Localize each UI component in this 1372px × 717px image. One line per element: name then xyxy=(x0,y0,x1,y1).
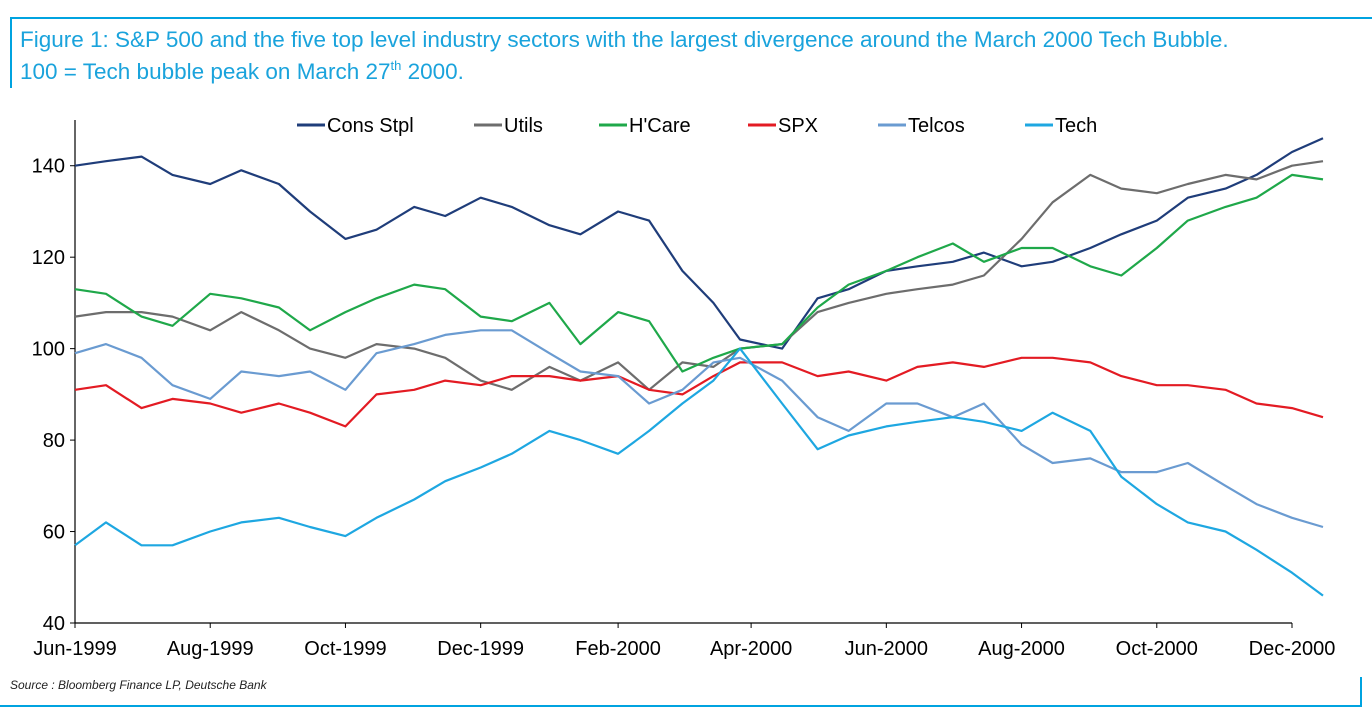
figure-title: Figure 1: S&P 500 and the five top level… xyxy=(20,24,1365,88)
figure-title-line-2: 100 = Tech bubble peak on March 27th 200… xyxy=(20,56,1365,88)
footer-frame-bottom-rule xyxy=(0,705,1362,707)
title-frame-left-rule xyxy=(10,17,12,88)
y-tick-label: 80 xyxy=(43,430,65,452)
footer-frame-right-rule xyxy=(1360,677,1362,707)
legend-label: Telcos xyxy=(908,115,965,137)
y-tick-label: 140 xyxy=(32,156,65,178)
x-tick-label: Dec-1999 xyxy=(437,638,524,660)
figure-title-superscript: th xyxy=(390,58,402,73)
legend-label: Cons Stpl xyxy=(327,115,414,137)
x-tick-label: Aug-2000 xyxy=(978,638,1065,660)
legend-label: SPX xyxy=(778,115,818,137)
series-line-tech xyxy=(74,347,1324,597)
x-tick-label: Oct-1999 xyxy=(304,638,386,660)
title-frame-top-rule xyxy=(10,17,1372,19)
figure-title-line-2-prefix: 100 = Tech bubble peak on March 27 xyxy=(20,59,391,84)
x-tick-label: Apr-2000 xyxy=(710,638,792,660)
legend-label: Tech xyxy=(1055,115,1097,137)
x-tick-label: Feb-2000 xyxy=(575,638,661,660)
x-tick-label: Oct-2000 xyxy=(1116,638,1198,660)
x-tick-label: Jun-2000 xyxy=(845,638,928,660)
chart-series xyxy=(74,137,1324,597)
series-line-cons-stpl xyxy=(74,137,1324,350)
y-tick-label: 60 xyxy=(43,522,65,544)
series-line-telcos xyxy=(74,329,1324,529)
series-line-utils xyxy=(74,160,1324,391)
legend-label: Utils xyxy=(504,115,543,137)
y-tick-label: 100 xyxy=(32,339,65,361)
source-note: Source : Bloomberg Finance LP, Deutsche … xyxy=(10,678,267,692)
chart-legend: Cons Stpl Utils H'Care SPX Telcos Tech xyxy=(297,115,1097,137)
y-tick-label: 40 xyxy=(43,613,65,635)
series-line-h-care xyxy=(74,173,1324,373)
chart-axes: 40 60 80 100 120 140 Jun-1999 Aug-1999 Oct-1999 D… xyxy=(32,120,1336,660)
x-tick-label: Aug-1999 xyxy=(167,638,254,660)
x-tick-label: Dec-2000 xyxy=(1249,638,1336,660)
series-line-spx xyxy=(74,356,1324,428)
legend-label: H'Care xyxy=(629,115,691,137)
figure-title-line-2-suffix: 2000. xyxy=(401,59,464,84)
y-tick-label: 120 xyxy=(32,247,65,269)
x-tick-label: Jun-1999 xyxy=(33,638,116,660)
figure-title-line-1: Figure 1: S&P 500 and the five top level… xyxy=(20,27,1229,52)
